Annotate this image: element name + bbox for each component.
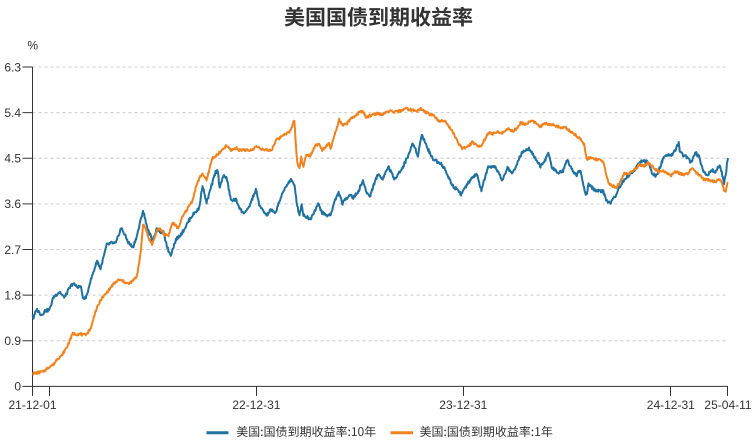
svg-text:22-12-31: 22-12-31 [232,398,280,412]
svg-text:4.5: 4.5 [4,152,21,166]
svg-text:%: % [27,39,38,53]
svg-text:0.9: 0.9 [4,334,21,348]
svg-text:25-04-11: 25-04-11 [704,398,751,412]
svg-text:6.3: 6.3 [4,60,21,74]
svg-text:5.4: 5.4 [4,106,21,120]
svg-text:23-12-31: 23-12-31 [439,398,487,412]
svg-text:3.6: 3.6 [4,197,21,211]
svg-text:2.7: 2.7 [4,243,21,257]
svg-text:0: 0 [14,380,21,394]
svg-text:24-12-31: 24-12-31 [647,398,695,412]
svg-text:1.8: 1.8 [4,288,21,302]
svg-text:21-12-01: 21-12-01 [8,398,56,412]
